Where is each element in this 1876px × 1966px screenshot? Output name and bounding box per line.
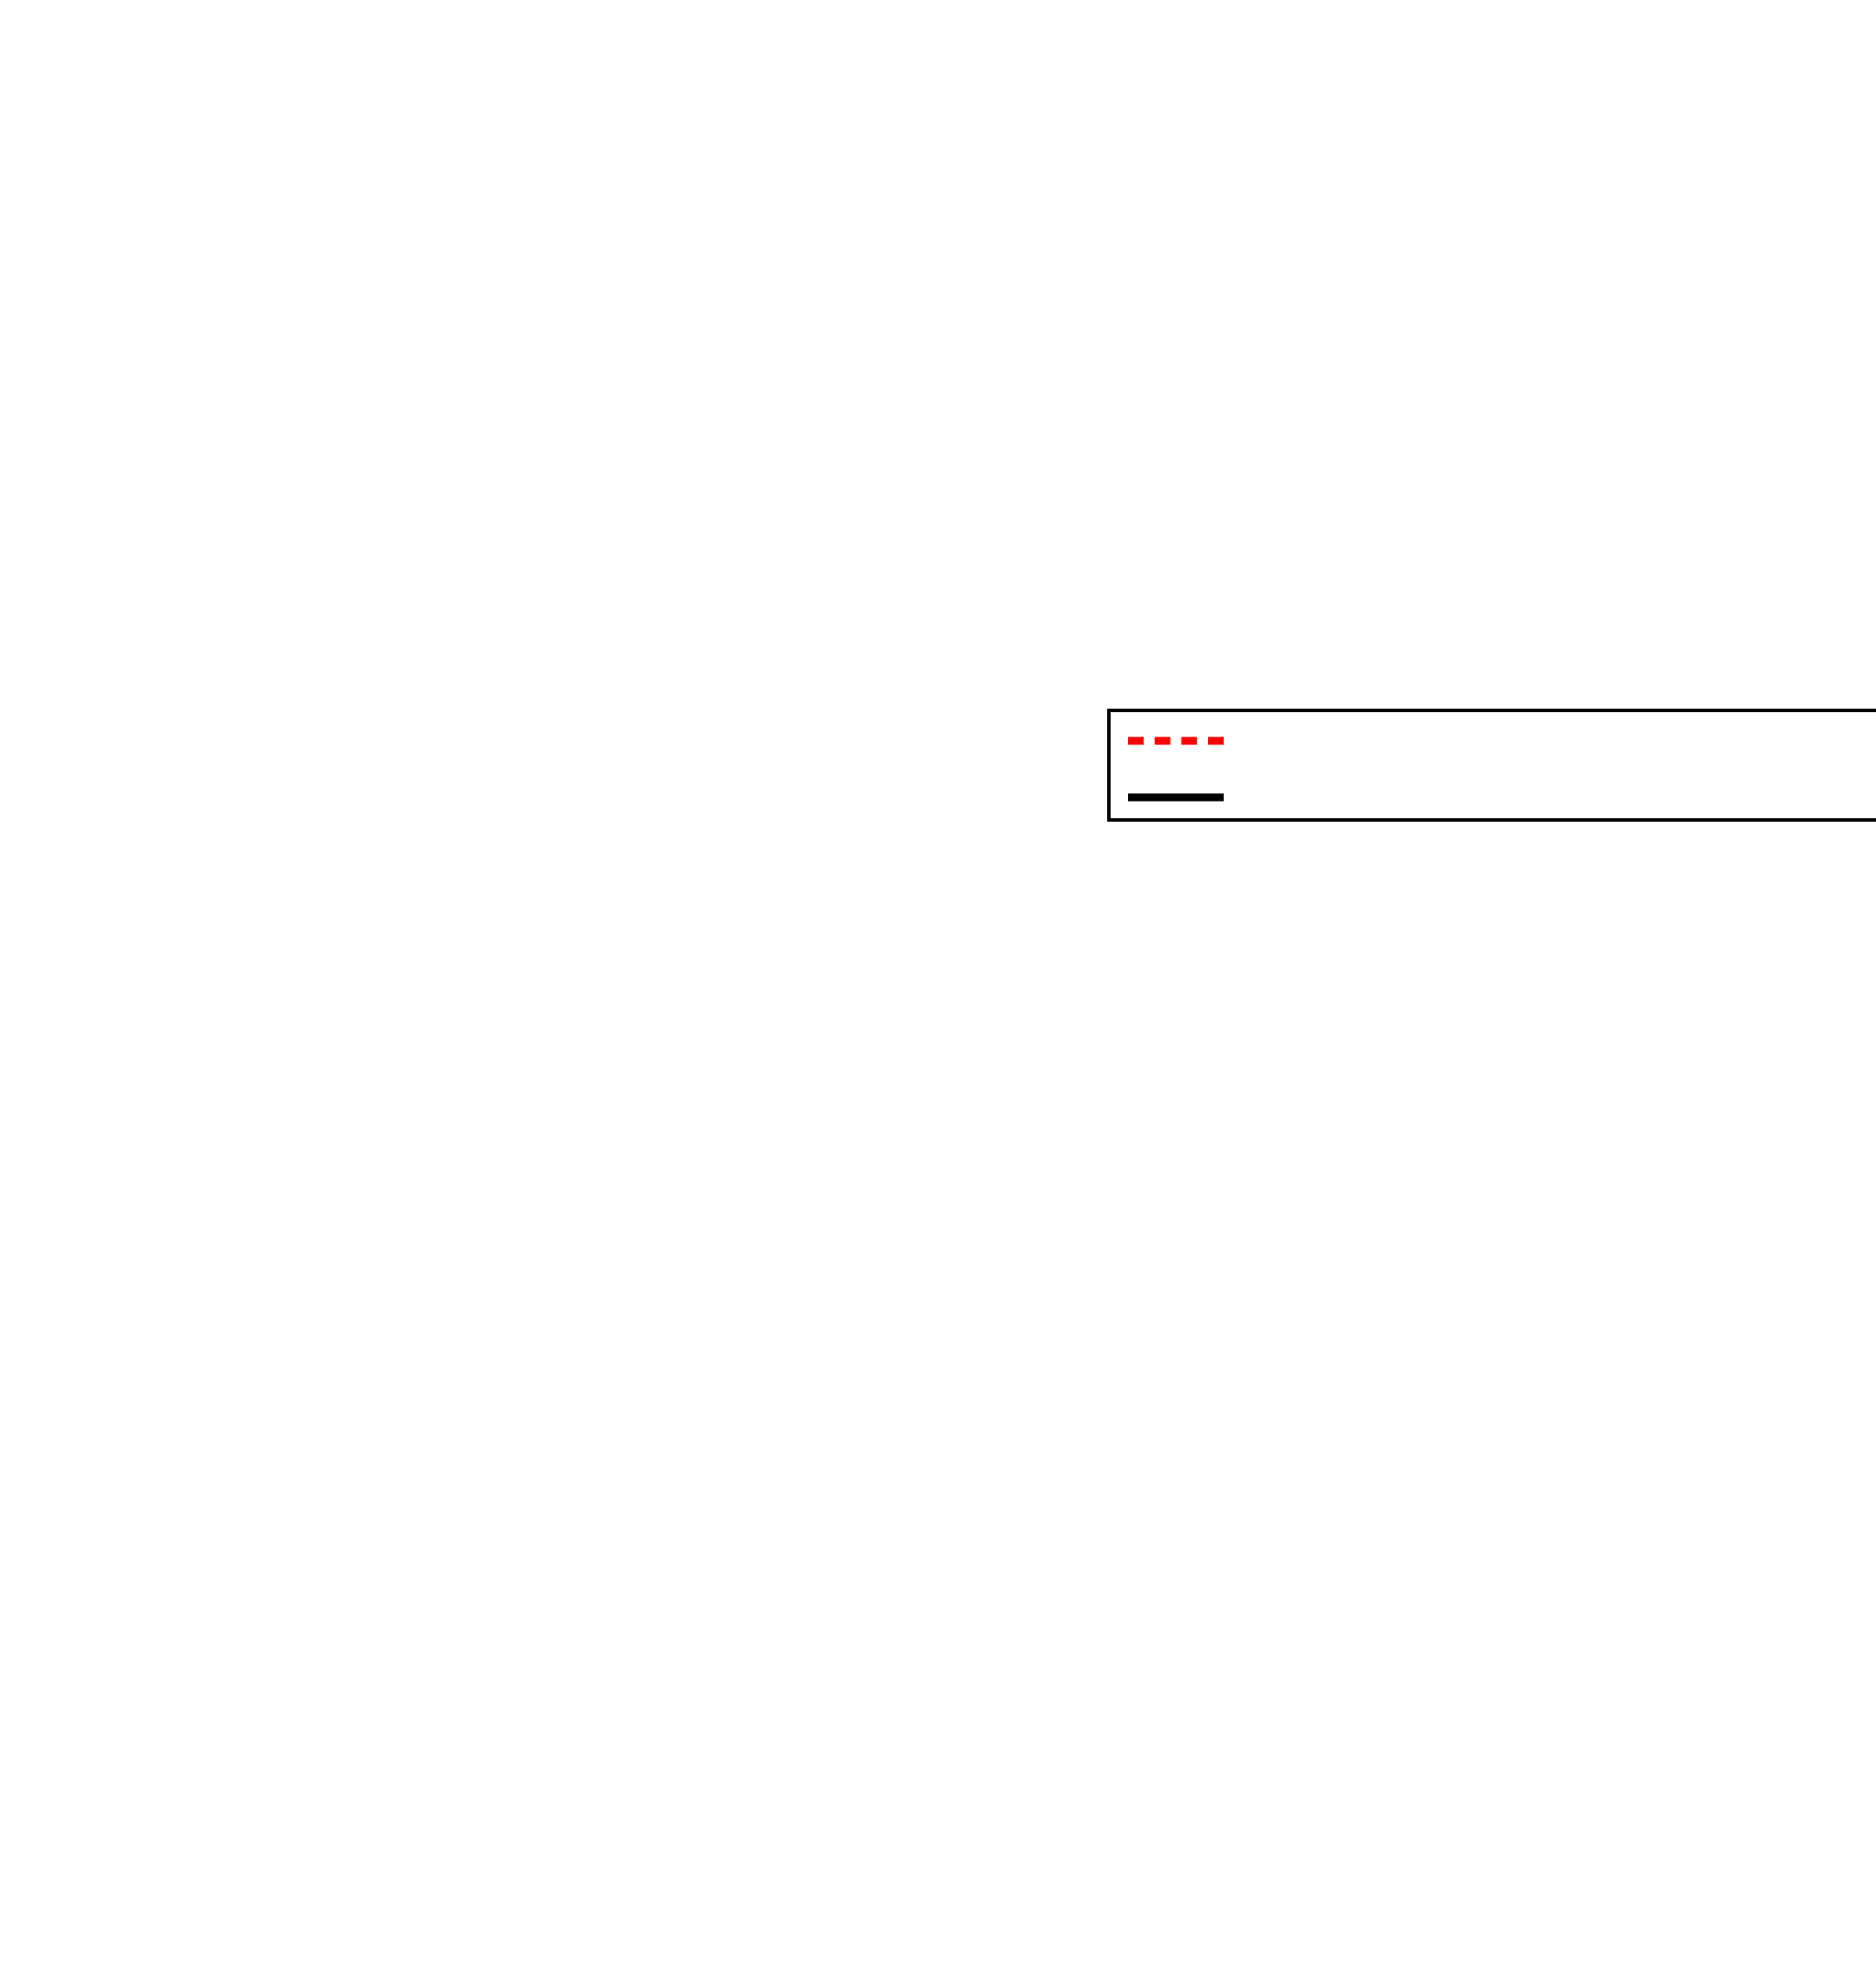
legend-entry-model-a[interactable] [1111, 712, 1876, 769]
legend-swatch-dashed-red [1128, 736, 1224, 744]
legend-entry-model-b[interactable] [1111, 769, 1876, 825]
legend-swatch-solid-black [1128, 793, 1224, 801]
legend [1107, 709, 1876, 822]
top-panel-plot [0, 0, 1218, 878]
bottom-panel-plot [0, 1000, 1218, 1887]
